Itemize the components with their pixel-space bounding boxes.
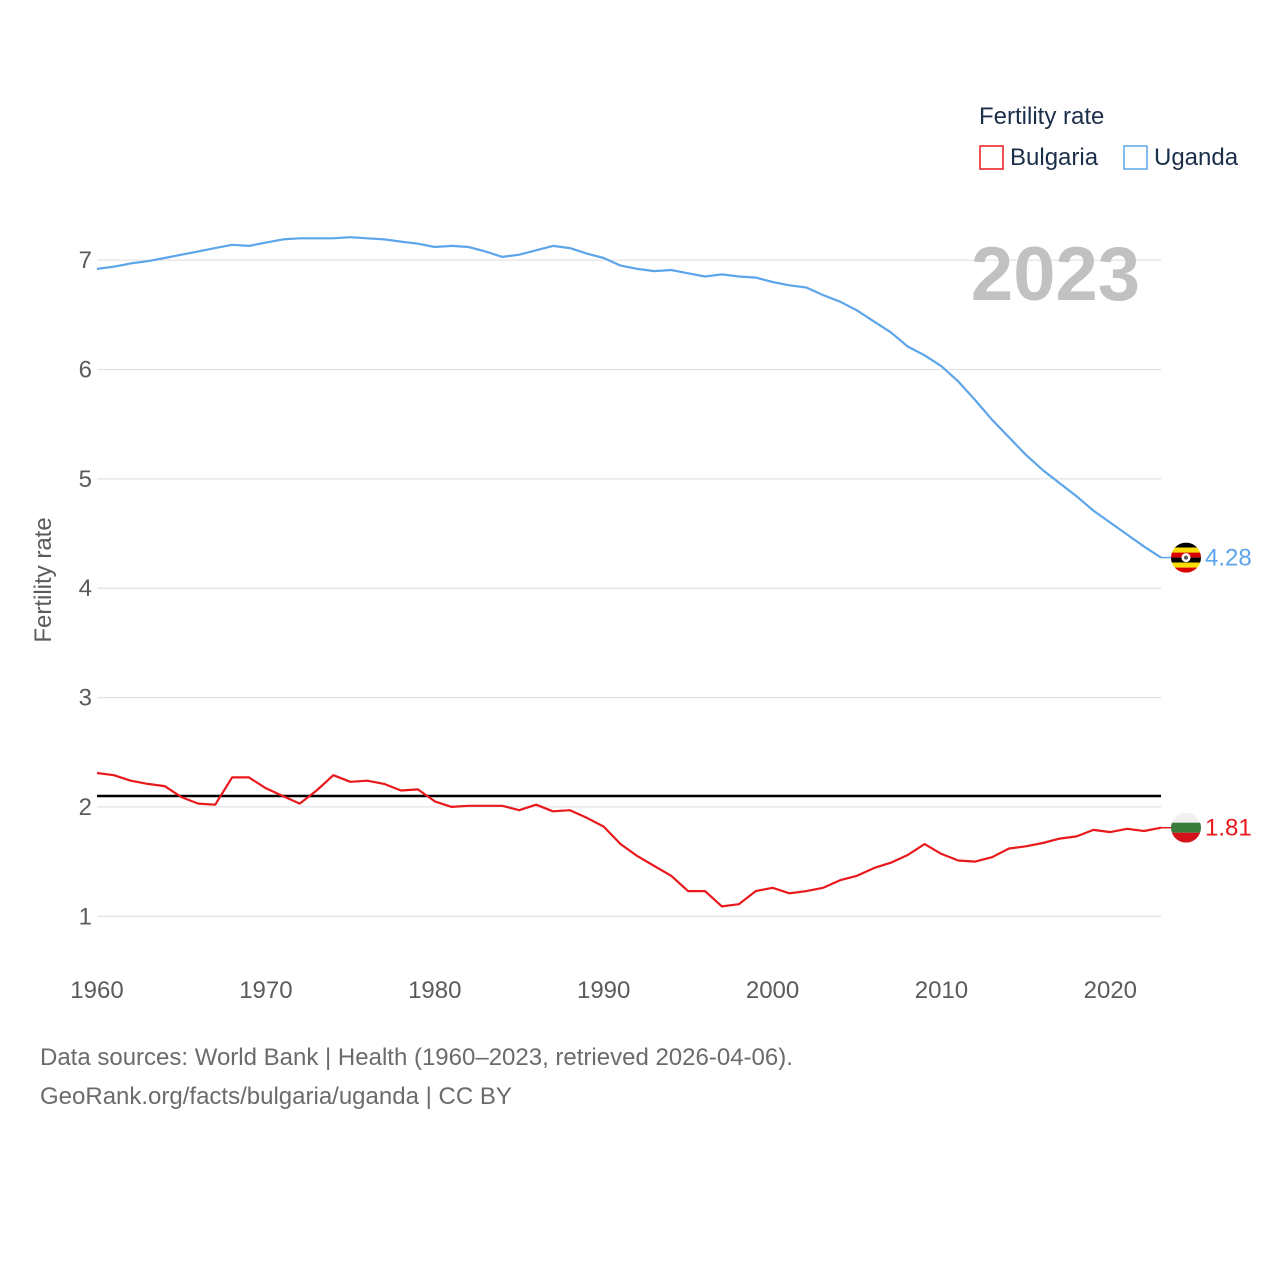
legend-label-uganda: Uganda	[1154, 144, 1239, 171]
legend-title: Fertility rate	[979, 103, 1104, 130]
end-value-bulgaria: 1.81	[1205, 815, 1252, 842]
year-watermark: 2023	[971, 232, 1140, 317]
series-line-bulgaria	[96, 771, 1162, 908]
series-layer	[96, 236, 1162, 908]
legend-swatch-bulgaria	[979, 145, 1004, 170]
legend[interactable]: Fertility rate Bulgaria Uganda	[979, 103, 1239, 171]
y-tick-label: 6	[79, 356, 92, 383]
y-tick-label: 3	[79, 685, 92, 712]
x-tick-label: 2010	[915, 977, 968, 1004]
x-tick-label: 2000	[746, 977, 799, 1004]
y-tick-label: 7	[79, 247, 92, 274]
legend-label-bulgaria: Bulgaria	[1010, 144, 1099, 171]
series-line-uganda	[96, 236, 1162, 559]
bulgaria-flag-icon	[1171, 812, 1201, 843]
data-sources-text: Data sources: World Bank | Health (1960–…	[40, 1044, 793, 1071]
y-tick-label: 4	[79, 575, 92, 602]
y-tick-label: 1	[79, 903, 92, 930]
x-tick-label: 1990	[577, 977, 630, 1004]
legend-swatch-uganda	[1123, 145, 1148, 170]
legend-item-bulgaria[interactable]: Bulgaria	[979, 144, 1099, 171]
uganda-flag-icon	[1171, 542, 1201, 573]
x-tick-label: 1980	[408, 977, 461, 1004]
attribution-link[interactable]: GeoRank.org/facts/bulgaria/uganda | CC B…	[40, 1083, 512, 1110]
grid-lines	[97, 259, 1161, 917]
x-axis-ticks: 1960 1970 1980 1990 2000 2010 2020	[70, 977, 1137, 1004]
x-tick-label: 1970	[239, 977, 292, 1004]
y-tick-label: 2	[79, 794, 92, 821]
y-axis-title: Fertility rate	[30, 517, 57, 642]
y-tick-label: 5	[79, 466, 92, 493]
legend-item-uganda[interactable]: Uganda	[1123, 144, 1239, 171]
end-value-uganda: 4.28	[1205, 545, 1252, 572]
x-tick-label: 1960	[70, 977, 123, 1004]
x-tick-label: 2020	[1084, 977, 1137, 1004]
end-labels: 1.81 4.28	[1161, 542, 1252, 843]
y-axis-ticks: 1 2 3 4 5 6 7	[79, 247, 92, 930]
